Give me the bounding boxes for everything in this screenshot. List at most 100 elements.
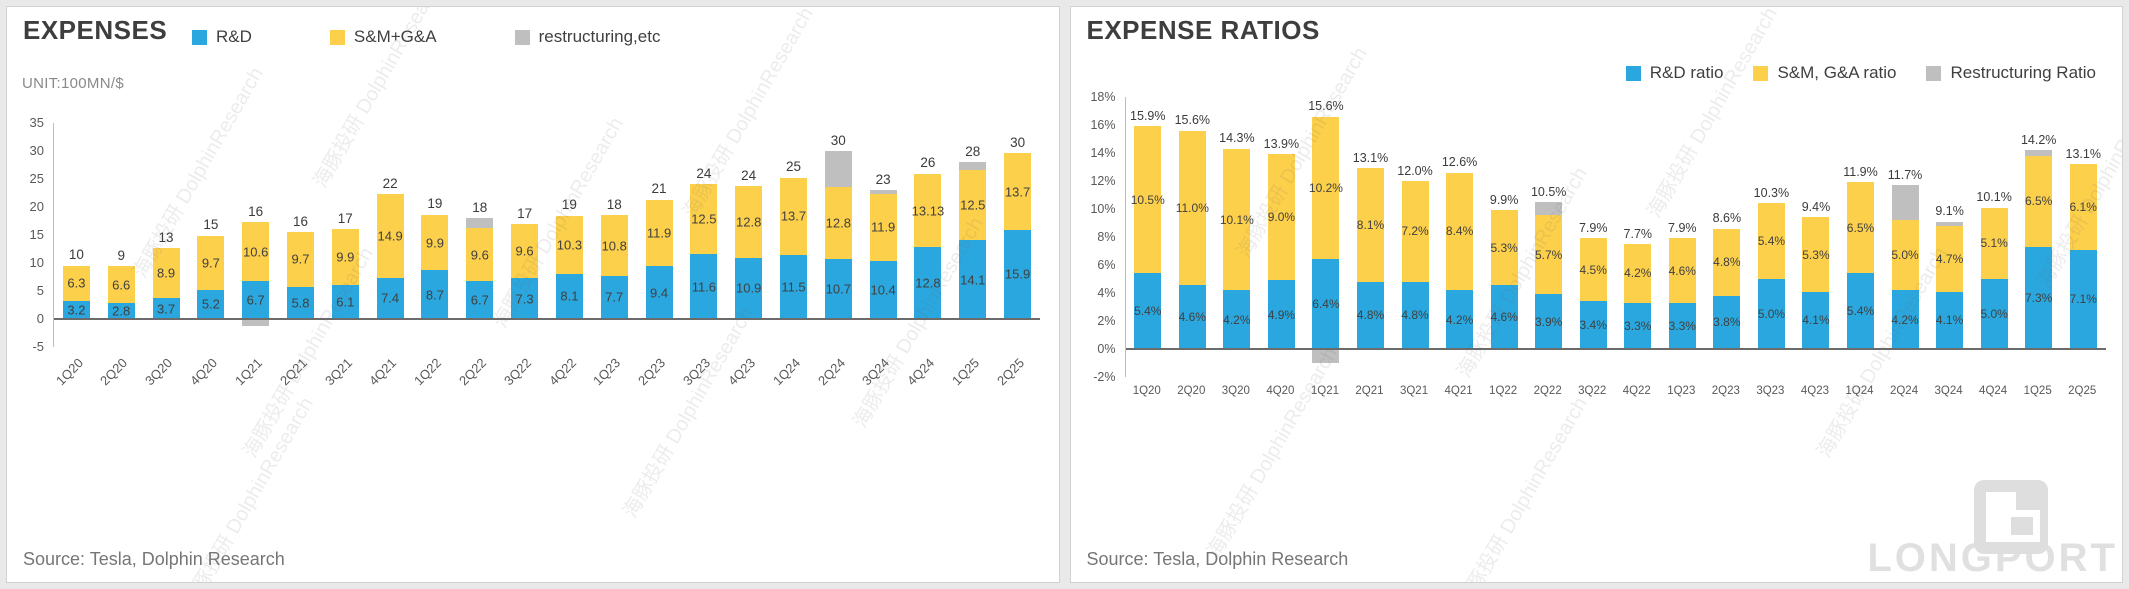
bar-total-label: 15.6% xyxy=(1308,99,1344,114)
bar-slot: 9.4 11.9 21 xyxy=(637,123,682,347)
y-axis-tick-label: 4% xyxy=(1097,286,1116,300)
y-axis-tick-label: 0% xyxy=(1097,342,1116,356)
bar-slot: 5.4% 10.5% 15.9% xyxy=(1126,97,1171,377)
x-axis-label: 1Q20 xyxy=(1132,385,1161,397)
bar-segment-label: 9.6 xyxy=(470,247,489,263)
bar-segment-label: 8.7 xyxy=(425,287,444,303)
bar-slot: 2.8 6.6 9 xyxy=(99,123,144,347)
bar-total-label: 25 xyxy=(785,159,801,175)
y-axis-tick-label: -2% xyxy=(1093,370,1116,384)
bar-segment-label: 4.1% xyxy=(1935,313,1964,328)
x-axis-label: 4Q24 xyxy=(1979,385,2008,397)
bar-segment-label: 8.1 xyxy=(560,288,579,304)
bar-segment-label: 6.1 xyxy=(336,294,355,310)
bar-segment-s-m-g-a xyxy=(197,235,225,290)
bar-total-label: 21 xyxy=(651,181,667,197)
bar-segment-label: 5.1% xyxy=(1980,236,2008,251)
bar-total-label: 28 xyxy=(965,143,981,159)
longport-logo-icon xyxy=(1974,480,2048,554)
unit-label: UNIT:100MN/$ xyxy=(22,75,124,92)
x-axis-label: 3Q22 xyxy=(1578,385,1607,397)
bar-segment-r-d-ratio xyxy=(1668,302,1696,349)
bar-segment-label: 3.3% xyxy=(1624,318,1652,333)
x-axis-label: 1Q22 xyxy=(1489,385,1518,397)
bar-segment-r-d-ratio xyxy=(1356,281,1384,349)
x-axis-label: 4Q20 xyxy=(1266,385,1295,397)
legend-item-restructuring-ratio: Restructuring Ratio xyxy=(1926,63,2096,83)
y-axis-tick-label: 16% xyxy=(1090,118,1116,132)
bar-segment-label: 4.7% xyxy=(1935,251,1964,266)
bar-segment-label: 5.7% xyxy=(1534,247,1563,262)
bar-segment-label: 2.8 xyxy=(112,303,131,319)
bar-segment-s-m-g-a-ratio xyxy=(1713,228,1741,296)
bar-segment-label: 11.6 xyxy=(691,279,717,295)
bar-segment-label: 3.3% xyxy=(1668,318,1696,333)
bar-total-label: 30 xyxy=(830,132,846,148)
bar-segment-label: 6.1% xyxy=(2069,199,2097,214)
bar-segment-restructuring-ratio xyxy=(1891,185,1919,221)
bar-segment-r-d xyxy=(242,281,270,319)
bar-total-label: 18 xyxy=(472,199,488,215)
expense-ratios-stacked-bar-chart: 18% 16% 14% 12% 10% 8% 6% 4% 2% 0% -2% 5.4% 10.5% 15.… xyxy=(1083,90,2106,427)
bar-segment-label: 13.7 xyxy=(1004,184,1031,200)
bar-segment-s-m-g-a-ratio xyxy=(1891,220,1919,291)
bar-segment-s-m-g-a xyxy=(824,187,852,260)
x-axis-label: 3Q21 xyxy=(1399,385,1429,397)
bar-segment-restructuring-ratio xyxy=(1312,349,1340,363)
bar-segment-label: 5.8 xyxy=(291,295,310,311)
x-axis: 1Q20 2Q20 3Q20 4Q20 1Q21 2Q21 3Q21 4Q21 1Q22 2Q22… xyxy=(52,355,1027,389)
legend-swatch-r-d-ratio xyxy=(1625,65,1641,81)
bar-segment-r-d xyxy=(197,289,225,319)
bar-total-label: 15 xyxy=(203,217,219,233)
bar-segment-label: 11.9 xyxy=(646,225,672,241)
legend-swatch-restructuring-etc xyxy=(514,29,530,45)
y-axis-tick-label: 35 xyxy=(29,115,44,130)
bar-segment-label: 6.5% xyxy=(1846,220,1875,235)
bar-segment-r-d xyxy=(914,247,942,319)
bar-segment-label: 7.1% xyxy=(2069,292,2097,307)
bar-segment-label: 8.1% xyxy=(1356,218,1385,233)
bar-segment-s-m-g-a xyxy=(869,194,897,261)
bar-total-label: 11.9% xyxy=(1843,164,1878,179)
bar-segment-s-m-g-a-ratio xyxy=(1668,238,1696,303)
bar-total-label: 9 xyxy=(117,247,125,263)
y-axis-tick-label: -5 xyxy=(32,339,44,354)
bar-segment-s-m-g-a xyxy=(242,222,270,282)
bar-segment-restructuring-ratio xyxy=(1936,221,1964,226)
y-axis-tick-label: 6% xyxy=(1097,258,1116,272)
bar-total-label: 9.4% xyxy=(1801,199,1831,214)
bar-slot: 3.8% 4.8% 8.6% xyxy=(1705,97,1750,377)
bar-slot: 8.7 9.9 19 xyxy=(413,123,458,347)
bar-segment-r-d xyxy=(376,277,404,319)
x-axis-label: 1Q21 xyxy=(1310,385,1339,397)
bar-segment-label: 9.7 xyxy=(201,255,220,271)
bar-segment-label: 4.2% xyxy=(1223,312,1251,327)
bar-segment-restructuring-etc xyxy=(242,319,270,327)
bar-slot: 10.7 12.8 30 xyxy=(816,123,861,347)
bar-segment-label: 10.4 xyxy=(870,282,896,298)
y-axis: 18% 16% 14% 12% 10% 8% 6% 4% 2% 0% -2% xyxy=(1083,90,1116,384)
bar-segment-label: 10.5% xyxy=(1130,192,1165,207)
bar-segment-label: 7.3% xyxy=(2024,290,2053,305)
bar-segment-label: 5.4% xyxy=(1134,304,1162,319)
bar-segment-r-d xyxy=(555,273,583,319)
legend-label-s-m-g-a-ratio: S&M, G&A ratio xyxy=(1777,63,1897,82)
y-axis-tick-label: 10% xyxy=(1090,202,1116,216)
bar-segment-s-m-g-a-ratio xyxy=(2025,155,2053,247)
bar-segment-label: 8.9 xyxy=(156,265,176,281)
bar-slot: 6.4% 10.2% 15.6% xyxy=(1304,97,1349,377)
bar-segment-r-d xyxy=(62,301,90,319)
legend-swatch-s-m-g-a-ratio xyxy=(1753,65,1769,81)
y-axis-tick-label: 5 xyxy=(36,283,44,298)
bar-total-label: 12.0% xyxy=(1397,163,1433,178)
bar-segment-s-m-g-a-ratio xyxy=(1579,238,1607,302)
bar-segment-r-d xyxy=(107,303,135,319)
bar-segment-label: 10.6 xyxy=(243,244,269,260)
expenses-legend: R&D S&M+G&A restructuring,etc xyxy=(192,27,660,47)
bar-segment-label: 3.9% xyxy=(1534,314,1563,329)
bar-segment-s-m-g-a-ratio xyxy=(1446,172,1474,291)
bar-segment-restructuring-ratio xyxy=(2025,150,2053,156)
bar-segment-s-m-g-a xyxy=(914,173,942,248)
bar-segment-r-d-ratio xyxy=(2069,249,2097,349)
legend-item-s-m-g-a-ratio: S&M, G&A ratio xyxy=(1753,63,1896,83)
